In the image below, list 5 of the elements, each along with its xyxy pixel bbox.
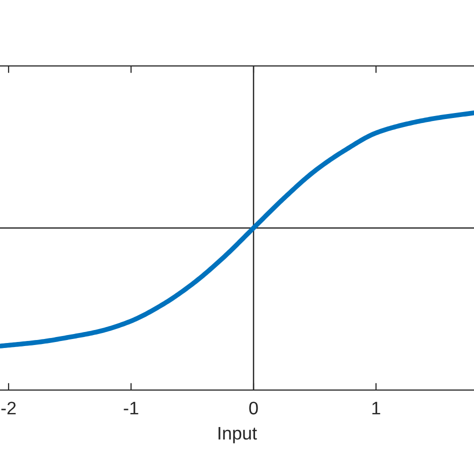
x-tick-label: -2: [1, 402, 16, 414]
x-tick-label: -1: [124, 402, 138, 414]
x-axis-title: Input: [218, 427, 257, 444]
x-tick-label: 1: [372, 402, 380, 414]
x-tick-label: 0: [249, 402, 258, 414]
